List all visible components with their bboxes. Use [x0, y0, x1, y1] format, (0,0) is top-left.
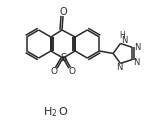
Text: O: O — [69, 67, 76, 76]
Text: 2: 2 — [52, 109, 56, 119]
Text: H: H — [120, 31, 125, 40]
Text: N: N — [133, 58, 139, 67]
Text: S: S — [60, 53, 66, 63]
Text: O: O — [58, 107, 67, 117]
Text: O: O — [50, 67, 57, 76]
Text: H: H — [44, 107, 52, 117]
Text: N: N — [134, 43, 140, 52]
Text: N: N — [121, 36, 128, 45]
Text: N: N — [116, 63, 123, 72]
Text: O: O — [59, 6, 67, 17]
